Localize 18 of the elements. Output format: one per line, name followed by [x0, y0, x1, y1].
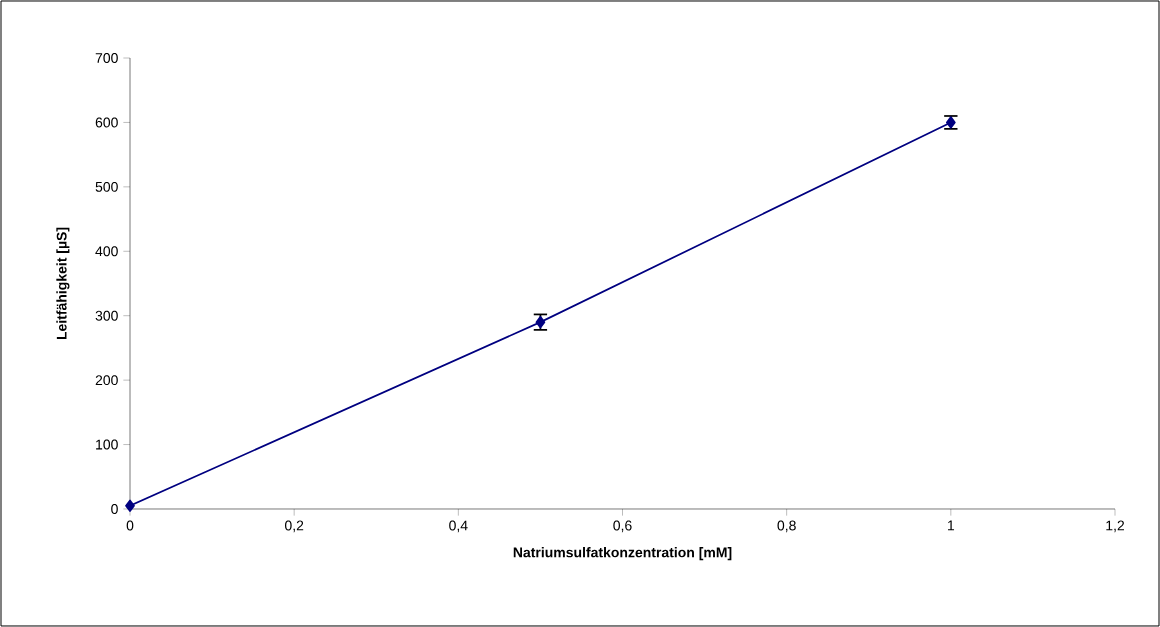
x-tick-label: 1,2 — [1106, 520, 1125, 533]
x-tick-label: 0 — [126, 520, 134, 531]
y-tick-label: 300 — [95, 310, 118, 321]
x-tick-label: 0,2 — [284, 520, 304, 533]
y-tick-label: 100 — [96, 439, 118, 450]
x-tick-label: 0,8 — [777, 520, 796, 533]
x-tick-label: 0,4 — [449, 520, 468, 533]
y-tick-label: 400 — [95, 246, 118, 257]
y-tick-label: 600 — [95, 117, 118, 128]
y-tick-label: 700 — [95, 53, 118, 63]
y-tick-label: 200 — [95, 375, 118, 386]
y-tick-label: 500 — [95, 181, 118, 192]
point — [125, 499, 135, 512]
y-axis-title: Leitfähigkeit [µS] — [56, 227, 70, 340]
x-tick-label: 1 — [948, 520, 955, 531]
x-tick-label: 0,6 — [613, 520, 632, 533]
y-tick-label: 0 — [111, 504, 118, 514]
x-axis-title: Natriumsulfatkonzentration [mM] — [513, 547, 732, 561]
